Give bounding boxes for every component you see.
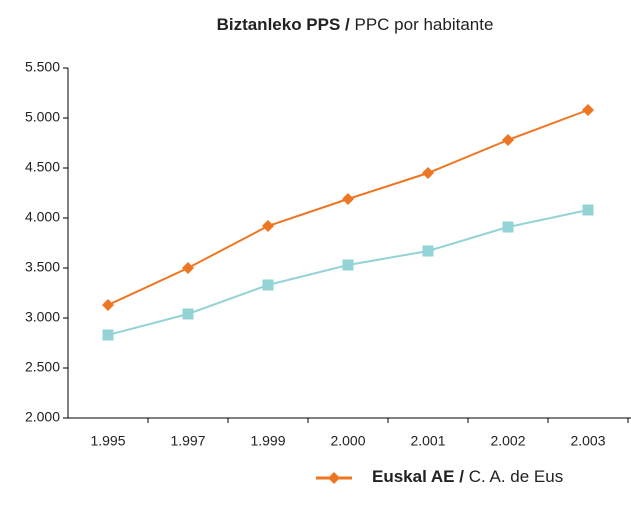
y-tick-label: 2.000 bbox=[25, 409, 60, 425]
x-tick-label: 2.001 bbox=[410, 433, 445, 449]
data-point bbox=[342, 193, 354, 205]
y-tick-label: 4.000 bbox=[25, 209, 60, 225]
y-tick-label: 3.500 bbox=[25, 259, 60, 275]
data-point bbox=[102, 329, 114, 341]
y-tick-label: 2.500 bbox=[25, 359, 60, 375]
data-point bbox=[102, 299, 114, 311]
legend-normal: C. A. de Eus bbox=[469, 467, 564, 486]
legend-marker bbox=[328, 472, 340, 484]
data-point bbox=[502, 221, 514, 233]
chart-title: Biztanleko PPS / PPC por habitante bbox=[217, 15, 494, 34]
data-point bbox=[262, 220, 274, 232]
data-point bbox=[342, 259, 354, 271]
data-point bbox=[502, 134, 514, 146]
title-normal: PPC por habitante bbox=[355, 15, 494, 34]
legend-bold: Euskal AE / bbox=[372, 467, 464, 486]
y-tick-label: 3.000 bbox=[25, 309, 60, 325]
y-tick-label: 5.500 bbox=[25, 59, 60, 75]
x-tick-label: 1.995 bbox=[90, 433, 125, 449]
y-tick-label: 4.500 bbox=[25, 159, 60, 175]
data-point bbox=[182, 262, 194, 274]
title-bold: Biztanleko PPS / bbox=[217, 15, 350, 34]
data-point bbox=[262, 279, 274, 291]
x-tick-label: 1.999 bbox=[250, 433, 285, 449]
series-line bbox=[107, 109, 589, 306]
data-point bbox=[582, 104, 594, 116]
data-point bbox=[582, 204, 594, 216]
y-tick-label: 5.000 bbox=[25, 109, 60, 125]
x-tick-label: 1.997 bbox=[170, 433, 205, 449]
legend-label: Euskal AE / C. A. de Eus bbox=[372, 467, 563, 486]
data-point bbox=[422, 167, 434, 179]
x-tick-label: 2.003 bbox=[570, 433, 605, 449]
data-point bbox=[422, 245, 434, 257]
data-point bbox=[182, 308, 194, 320]
x-tick-label: 2.000 bbox=[330, 433, 365, 449]
x-tick-label: 2.002 bbox=[490, 433, 525, 449]
